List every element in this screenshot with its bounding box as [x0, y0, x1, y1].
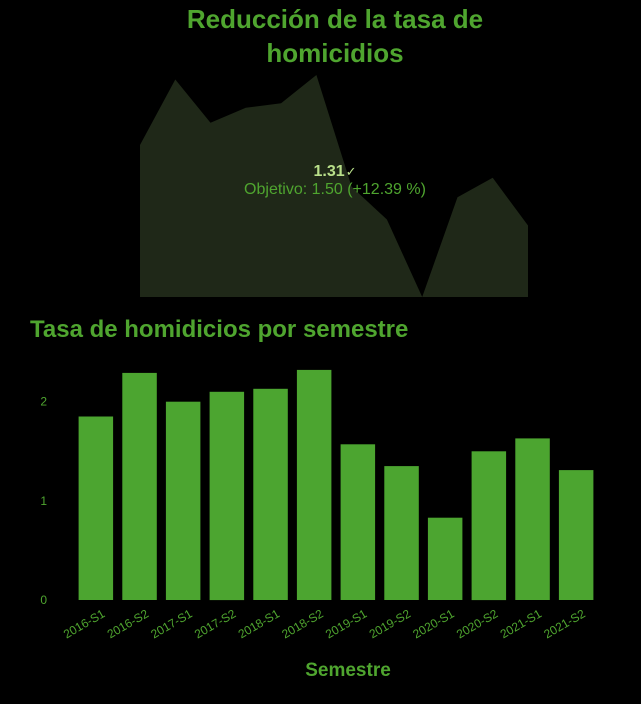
x-tick-label: 2021-S2	[541, 606, 588, 641]
x-tick-label: 2017-S1	[148, 606, 195, 641]
x-tick-label: 2020-S1	[410, 606, 457, 641]
chart-title: Tasa de homidicios por semestre	[30, 316, 409, 343]
bar-2021-S1	[515, 438, 550, 600]
x-tick-label: 2021-S1	[498, 606, 545, 641]
bar-2020-S1	[427, 517, 463, 600]
bar-2016-S1	[78, 416, 114, 600]
x-tick-label: 2017-S2	[192, 606, 239, 641]
y-tick-label: 0	[40, 593, 47, 607]
bar-2020-S2	[471, 451, 507, 601]
kpi-title: Reducción de la tasa de homicidios	[186, 4, 484, 68]
x-tick-label: 2019-S1	[323, 606, 370, 641]
x-axis-title: Semestre	[305, 660, 391, 681]
kpi-value-row: 1.31✓	[0, 163, 641, 181]
bar-2018-S1	[253, 388, 288, 600]
kpi-trend-area	[140, 75, 528, 297]
y-tick-label: 1	[40, 494, 47, 508]
y-tick-label: 2	[40, 395, 47, 409]
bar-2019-S2	[384, 466, 419, 600]
x-tick-label: 2019-S2	[367, 606, 414, 641]
x-tick-label: 2020-S2	[454, 606, 501, 641]
bar-2019-S1	[340, 444, 376, 600]
kpi-goal: Objetivo: 1.50 (+12.39 %)	[244, 181, 426, 198]
kpi-value: 1.31	[313, 163, 345, 180]
x-tick-label: 2016-S2	[105, 606, 152, 641]
x-tick-label: 2016-S1	[61, 606, 108, 641]
kpi-area-shape	[140, 75, 528, 297]
x-tick-label: 2018-S1	[236, 606, 283, 641]
bar-2017-S2	[209, 391, 245, 601]
bar-2018-S2	[296, 369, 332, 600]
bar-2021-S2	[558, 470, 594, 600]
x-tick-label: 2018-S2	[279, 606, 326, 641]
check-icon: ✓	[345, 164, 357, 179]
bar-2017-S1	[165, 401, 201, 600]
bar-2016-S2	[122, 372, 157, 600]
